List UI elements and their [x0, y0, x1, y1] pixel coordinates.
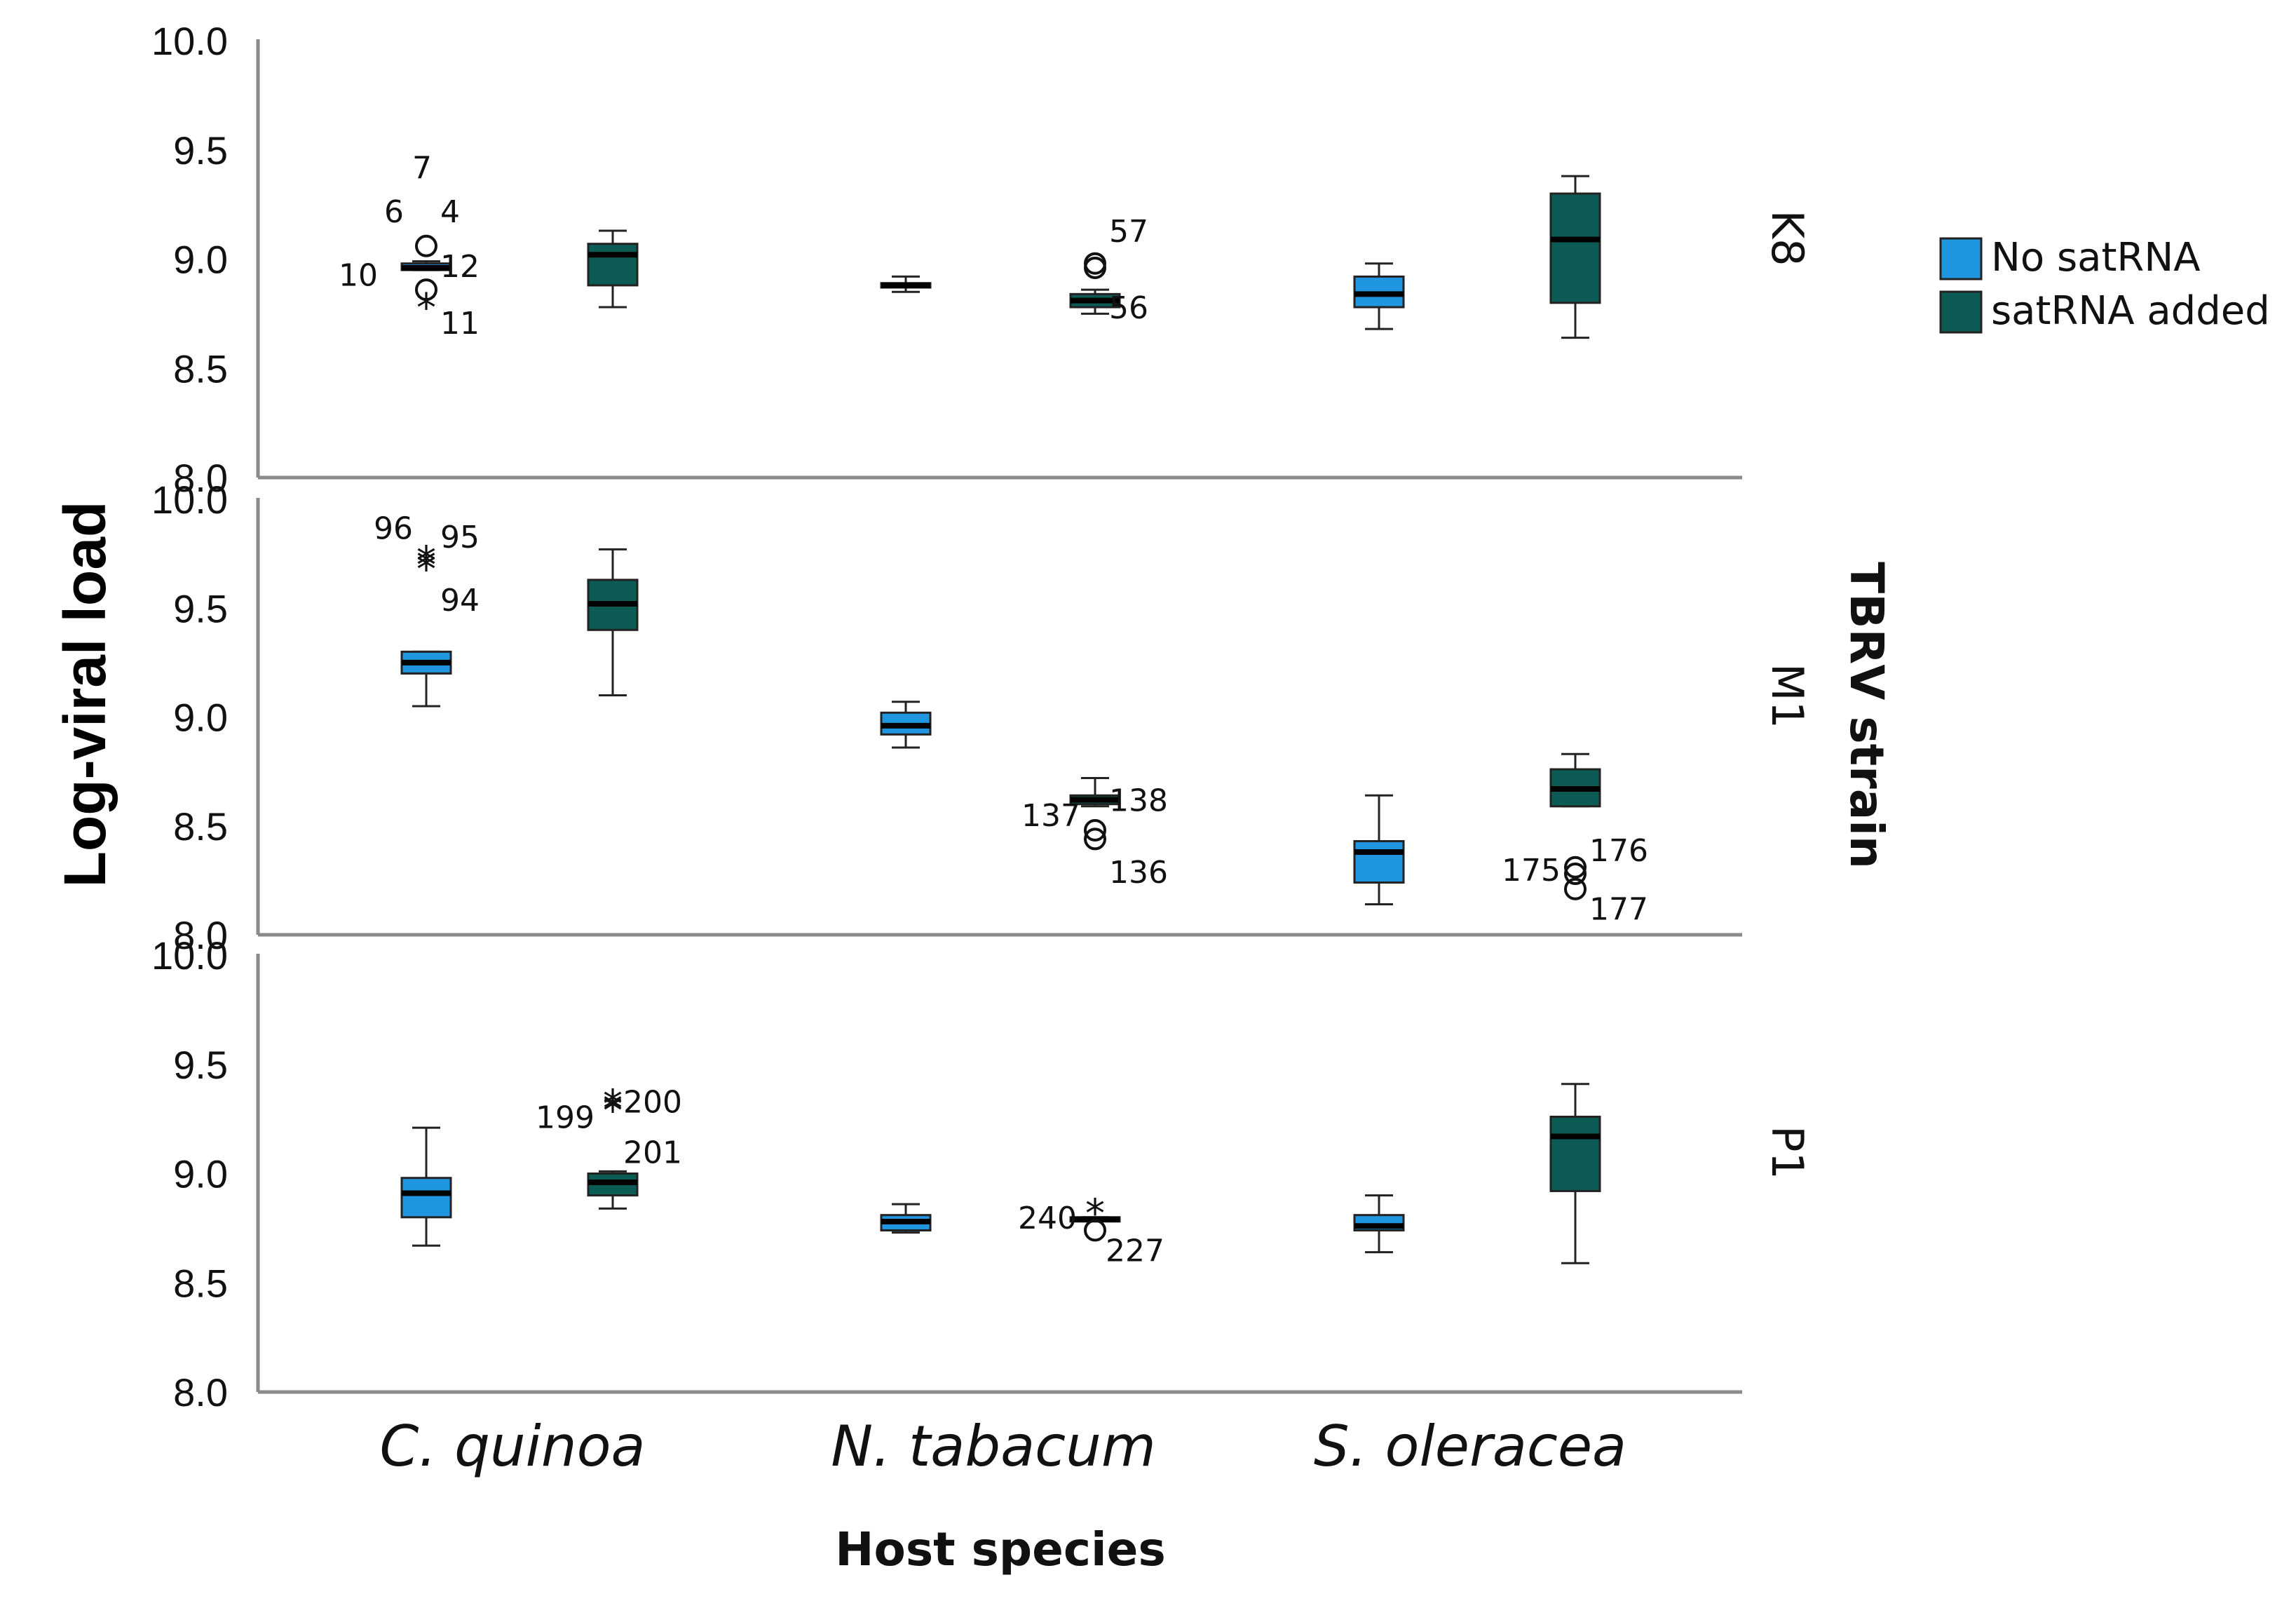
- y-tick-label: 8.5: [173, 346, 228, 391]
- panel-k8: 10.0 9.5 9.0 8.5 8.0 K8 * 76 4 10 12 11 57 56: [151, 19, 1813, 500]
- box-2-0: [1353, 794, 1405, 906]
- outlier-star: *: [416, 543, 436, 588]
- y-tick-label: 10.0: [151, 478, 228, 522]
- legend-swatch: [1939, 290, 1983, 334]
- panel-m1: 10.0 9.5 9.0 8.5 8.0 M1 ***96 95 94 137 138 136 175 1…: [151, 478, 1813, 957]
- box-iqr: [587, 243, 639, 287]
- box-2-0: [1353, 262, 1405, 330]
- box-iqr: [1353, 839, 1405, 884]
- y-tick-label: 9.5: [173, 1043, 228, 1087]
- y-tick-label: 9.0: [173, 238, 228, 282]
- outlier-label: 7: [412, 151, 432, 187]
- y-tick-label: 10.0: [151, 19, 228, 63]
- outlier-label: 6: [384, 194, 404, 230]
- legend-swatch: [1939, 237, 1983, 281]
- x-axis-label: Host species: [835, 1522, 1165, 1576]
- outlier-label: 176: [1589, 833, 1648, 869]
- y-tick-label: 9.5: [173, 586, 228, 630]
- outlier-circle: [1084, 818, 1106, 842]
- outlier-circle: [1564, 877, 1587, 900]
- strain-label: P1: [1762, 1126, 1813, 1180]
- outlier-circle: [415, 278, 437, 302]
- outlier-circle: [1564, 856, 1587, 879]
- box-2-0: [1353, 1194, 1405, 1254]
- y-tick-label: 8.5: [173, 1261, 228, 1305]
- outlier-star: *: [1085, 1191, 1105, 1236]
- y-tick-label: 9.0: [173, 1152, 228, 1196]
- y-tick-label: 8.0: [173, 1370, 228, 1414]
- panels-layer: 10.0 9.5 9.0 8.5 8.0 K8 * 76 4 10 12 11 57 56 10.0 9.5 9…: [151, 19, 1813, 1414]
- outlier-star: *: [603, 1086, 623, 1132]
- strain-label: K8: [1762, 210, 1813, 266]
- outlier-circle: [415, 234, 437, 257]
- box-1-0: [880, 1203, 932, 1234]
- box-1-1: [1069, 252, 1121, 315]
- box-iqr: [1549, 1116, 1601, 1192]
- y-tick-label: 8.0: [173, 456, 228, 500]
- outlier-label: 137: [1021, 798, 1080, 834]
- outlier-label: 10: [339, 257, 378, 293]
- outlier-label: 56: [1109, 290, 1148, 326]
- strain-label: M1: [1762, 663, 1813, 729]
- outlier-label: 240: [1018, 1201, 1077, 1236]
- outlier-label: 136: [1109, 855, 1168, 891]
- box-1-0: [880, 701, 932, 749]
- x-category-label: S. oleracea: [1314, 1414, 1626, 1479]
- box-0-1: ***: [587, 1082, 639, 1210]
- outlier-label: 177: [1589, 892, 1648, 928]
- outlier-label: 12: [440, 249, 480, 285]
- outlier-star: *: [603, 1082, 623, 1128]
- outlier-label: 96: [374, 511, 413, 546]
- y-tick-label: 9.0: [173, 696, 228, 740]
- y-tick-label: 10.0: [151, 933, 228, 978]
- box-0-1: [587, 229, 639, 309]
- box-1-1: [1069, 776, 1121, 851]
- box-0-0: *: [400, 234, 452, 331]
- outlier-label: 11: [440, 306, 480, 342]
- box-iqr: [400, 1177, 452, 1219]
- box-2-1: [1549, 175, 1601, 339]
- outlier-label: 175: [1502, 853, 1561, 889]
- box-1-1: *: [1069, 1191, 1121, 1242]
- x-category-label: C. quinoa: [379, 1414, 645, 1479]
- legend-label: satRNA added: [1991, 288, 2270, 334]
- box-2-1: [1549, 1083, 1601, 1264]
- outlier-label: 57: [1109, 214, 1148, 250]
- box-2-1: [1549, 752, 1601, 900]
- outlier-circle: [1084, 252, 1106, 275]
- outlier-label: 138: [1109, 783, 1168, 818]
- outlier-circle: [1084, 1219, 1106, 1242]
- y-tick-label: 8.0: [173, 913, 228, 957]
- outlier-label: 95: [440, 520, 480, 555]
- outlier-label: 199: [536, 1100, 595, 1136]
- outlier-label: 4: [440, 194, 460, 230]
- y-tick-label: 9.5: [173, 128, 228, 173]
- legend: No satRNA satRNA added: [1939, 235, 2270, 334]
- box-0-0: ***: [400, 539, 452, 708]
- x-category-label: N. tabacum: [831, 1414, 1156, 1479]
- y-tick-label: 8.5: [173, 804, 228, 849]
- outlier-label: 94: [440, 583, 480, 619]
- box-0-0: [400, 1126, 452, 1247]
- box-iqr: [1549, 192, 1601, 304]
- outlier-circle: [1084, 256, 1106, 279]
- outlier-circle: [1564, 863, 1587, 886]
- outlier-label: 200: [623, 1085, 682, 1121]
- facet-title: TBRV strain: [1840, 562, 1894, 869]
- box-1-0: [880, 275, 932, 293]
- outlier-circle: [1084, 827, 1106, 851]
- outlier-star: *: [416, 547, 436, 593]
- outlier-star: *: [603, 1088, 623, 1134]
- box-0-1: [587, 548, 639, 696]
- outlier-label: 227: [1106, 1234, 1164, 1269]
- outlier-label: 201: [623, 1135, 682, 1170]
- outlier-star: *: [416, 285, 436, 331]
- x-category-labels: C. quinoa N. tabacum S. oleracea: [379, 1414, 1626, 1479]
- legend-label: No satRNA: [1991, 235, 2201, 281]
- outlier-star: *: [416, 539, 436, 584]
- y-axis-label: Log-viral load: [52, 501, 118, 888]
